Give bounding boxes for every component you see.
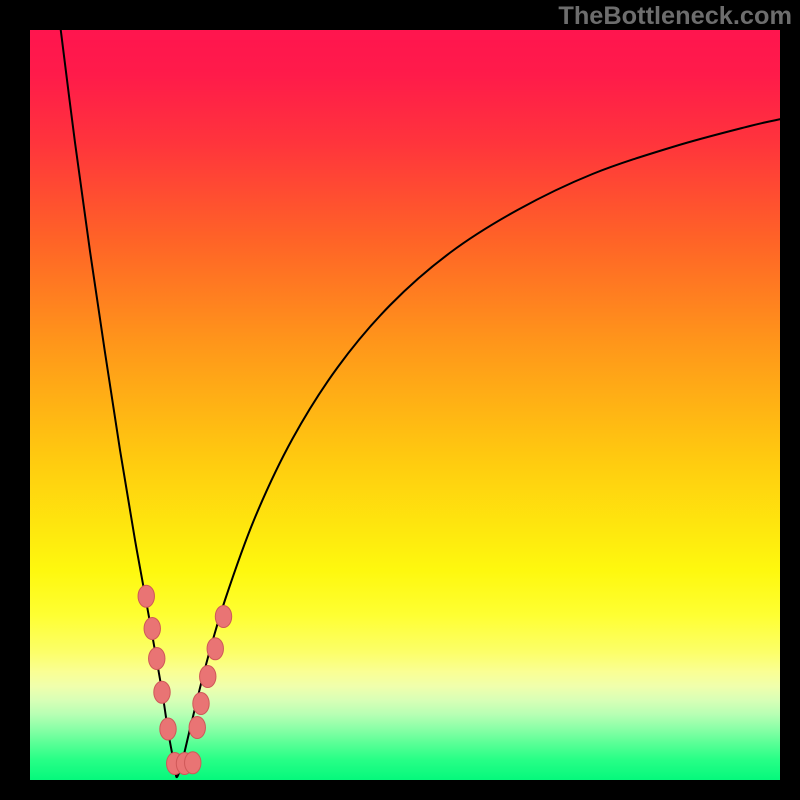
- curve-marker: [185, 752, 201, 774]
- curve-marker: [189, 717, 205, 739]
- curve-layer: [30, 30, 780, 780]
- curve-marker: [138, 585, 154, 607]
- watermark-text: TheBottleneck.com: [558, 2, 792, 31]
- curve-marker: [200, 666, 216, 688]
- curve-marker: [215, 606, 231, 628]
- curve-marker: [149, 648, 165, 670]
- curve-marker: [193, 693, 209, 715]
- bottleneck-curve: [61, 30, 780, 777]
- curve-marker: [154, 681, 170, 703]
- curve-marker: [160, 718, 176, 740]
- chart-stage: TheBottleneck.com: [0, 0, 800, 800]
- plot-area: [30, 30, 780, 780]
- curve-marker: [144, 618, 160, 640]
- curve-marker: [207, 638, 223, 660]
- curve-data-markers: [138, 585, 232, 774]
